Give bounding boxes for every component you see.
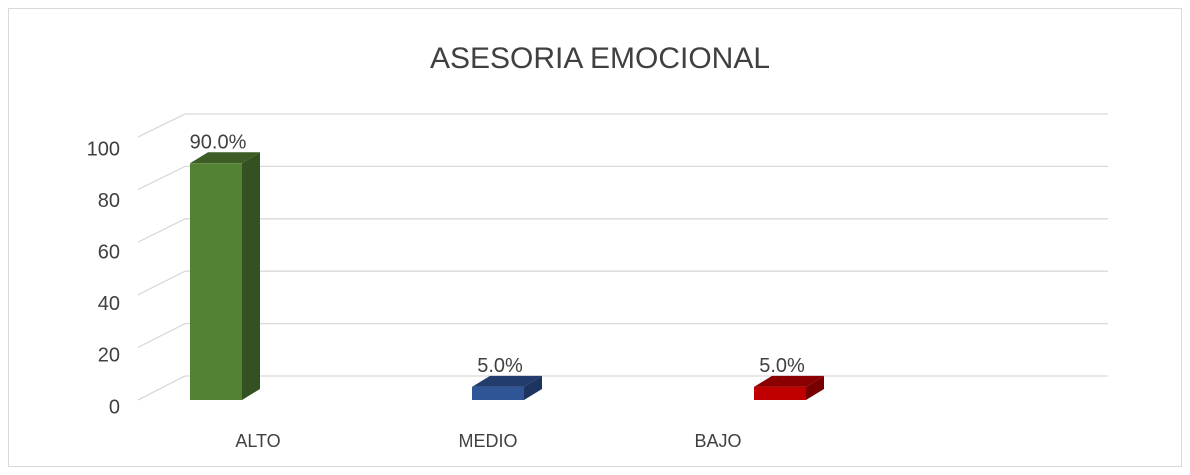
chart-border	[8, 8, 1182, 467]
grid-line	[137, 218, 186, 243]
x-tick-label: ALTO	[235, 431, 280, 451]
grid-line	[137, 165, 186, 191]
y-tick-label: 80	[98, 190, 120, 212]
bar-side	[242, 152, 260, 400]
grid-line	[137, 375, 186, 401]
data-label: 90.0%	[190, 132, 247, 154]
data-label: 5.0%	[477, 355, 523, 377]
x-tick-label: BAJO	[694, 431, 741, 451]
grid-line	[137, 113, 186, 138]
bar-side	[806, 375, 824, 400]
chart-title: ASESORIA EMOCIONAL	[430, 42, 770, 75]
y-tick-label: 20	[98, 345, 120, 367]
bar-side	[524, 375, 542, 400]
bar	[472, 386, 524, 400]
bar-top	[754, 375, 824, 387]
data-label: 5.0%	[759, 355, 805, 377]
x-tick-label: MEDIO	[458, 431, 517, 451]
y-tick-label: 40	[98, 293, 120, 315]
grid-line	[137, 323, 186, 348]
y-tick-label: 60	[98, 241, 120, 263]
y-tick-label: 0	[109, 396, 120, 418]
bar-top	[190, 152, 260, 164]
bar	[190, 163, 242, 400]
bar	[754, 386, 806, 400]
bar-top	[472, 375, 542, 387]
grid-line	[137, 270, 186, 296]
y-tick-label: 100	[87, 138, 120, 160]
